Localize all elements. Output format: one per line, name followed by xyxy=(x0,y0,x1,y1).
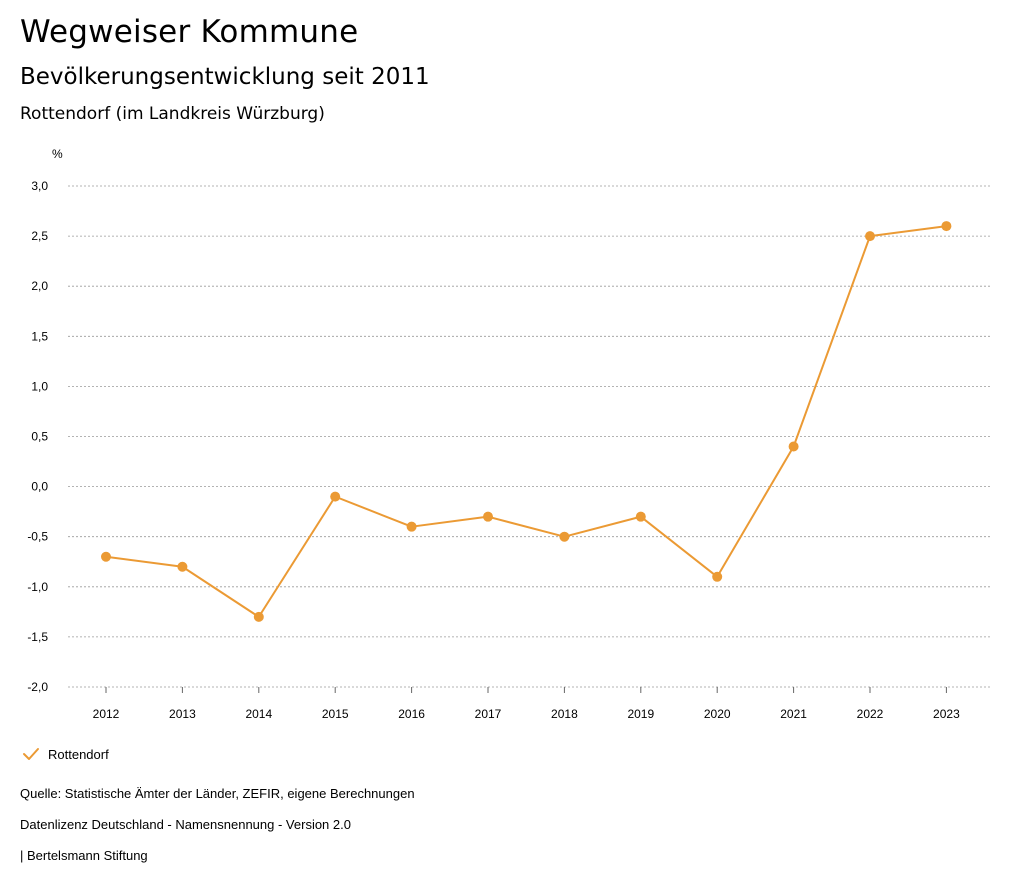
source-note: Quelle: Statistische Ämter der Länder, Z… xyxy=(20,786,415,801)
x-tick-label: 2021 xyxy=(780,707,807,721)
license-note: Datenlizenz Deutschland - Namensnennung … xyxy=(20,817,351,832)
x-tick-label: 2013 xyxy=(169,707,196,721)
y-tick-label: 2,0 xyxy=(31,279,48,293)
y-axis-ticks: 3,0 2,5 2,0 1,5 1,0 0,5 0,0 -0,5 -1,0 -1,5 -2,0 xyxy=(27,179,48,694)
y-tick-label: 1,0 xyxy=(31,379,48,393)
y-axis-unit: % xyxy=(52,147,63,161)
page-title: Wegweiser Kommune xyxy=(20,14,359,50)
y-tick-label: 0,5 xyxy=(31,430,48,444)
x-tick-label: 2020 xyxy=(704,707,731,721)
check-icon xyxy=(23,748,39,760)
y-tick-label: 3,0 xyxy=(31,179,48,193)
x-tick-label: 2022 xyxy=(857,707,884,721)
y-tick-label: -2,0 xyxy=(27,680,48,694)
x-tick-label: 2023 xyxy=(933,707,960,721)
data-point[interactable] xyxy=(788,441,799,452)
place-label: Rottendorf (im Landkreis Würzburg) xyxy=(20,104,325,124)
x-tick-label: 2012 xyxy=(93,707,120,721)
x-tick-label: 2017 xyxy=(475,707,502,721)
x-tick-label: 2018 xyxy=(551,707,578,721)
y-tick-label: -1,5 xyxy=(27,630,48,644)
data-point[interactable] xyxy=(559,531,570,542)
line-chart: % 3,02,52,01,51,00,50,0-0,5-1,0-1,5-2,0 … xyxy=(27,147,990,721)
brand-note: | Bertelsmann Stiftung xyxy=(20,848,148,863)
data-point[interactable] xyxy=(101,551,111,562)
y-tick-label: 1,5 xyxy=(31,329,48,343)
x-tick-label: 2014 xyxy=(245,707,272,721)
legend-label-rottendorf: Rottendorf xyxy=(48,746,109,762)
data-point[interactable] xyxy=(483,511,493,522)
x-tick-label: 2015 xyxy=(322,707,349,721)
data-point[interactable] xyxy=(177,561,188,572)
y-tick-label: -0,5 xyxy=(27,530,48,544)
data-point[interactable] xyxy=(406,521,417,532)
y-tick-label: 2,5 xyxy=(31,229,48,243)
x-tick-label: 2016 xyxy=(398,707,425,721)
data-point[interactable] xyxy=(941,221,952,232)
y-tick-label: -1,0 xyxy=(27,580,48,594)
series-line[interactable] xyxy=(105,225,947,618)
y-tick-label: 0,0 xyxy=(31,480,48,494)
chart-subtitle: Bevölkerungsentwicklung seit 2011 xyxy=(20,64,430,90)
series-rottendorf[interactable] xyxy=(101,221,952,622)
data-point[interactable] xyxy=(253,611,264,622)
grid-lines xyxy=(68,185,990,688)
data-point[interactable] xyxy=(330,491,341,502)
data-point[interactable] xyxy=(635,511,646,522)
x-axis-ticks: 2012 2013 2014 2015 2016 2017 2018 2019 2020 2021… xyxy=(93,687,960,721)
data-point[interactable] xyxy=(865,231,875,242)
x-tick-label: 2019 xyxy=(627,707,654,721)
data-point[interactable] xyxy=(712,571,723,582)
legend[interactable]: Rottendorf xyxy=(20,744,109,764)
